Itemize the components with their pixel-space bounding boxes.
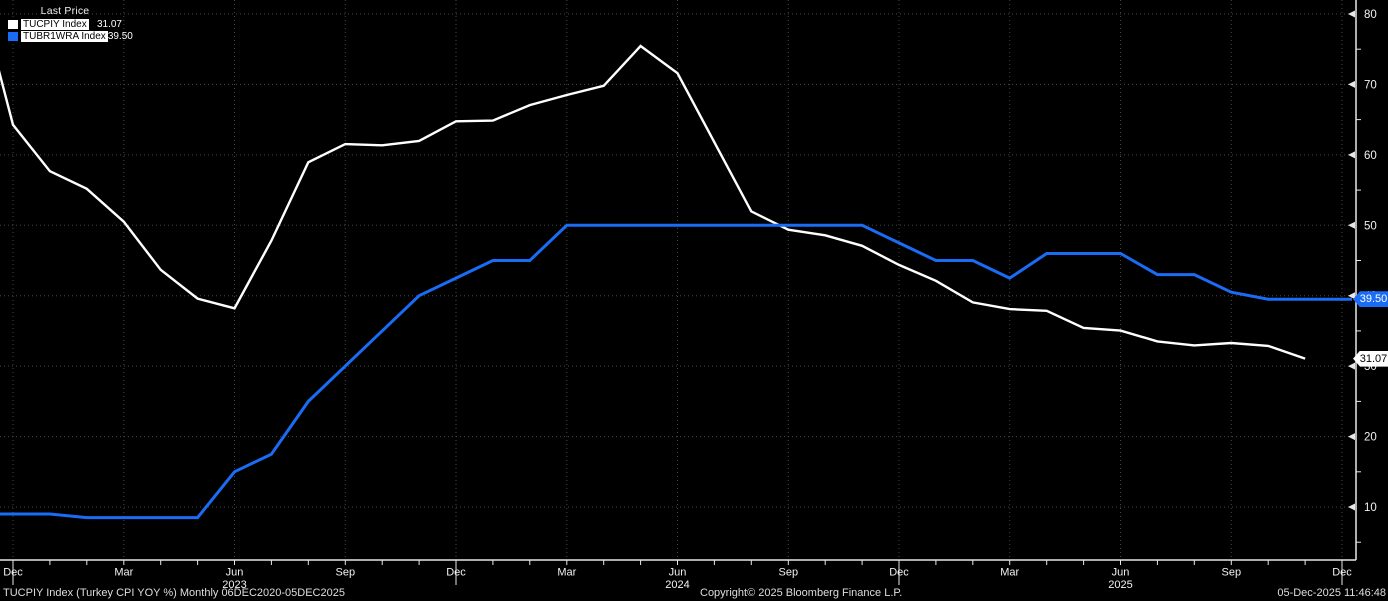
x-axis-label: Mar (557, 567, 576, 579)
x-axis-label: Sep (1222, 567, 1242, 579)
x-axis-label: Dec (3, 567, 23, 579)
chart-description: TUCPIY Index (Turkey CPI YOY %) Monthly … (3, 587, 345, 599)
axes (0, 0, 1361, 585)
tubr1wra-legend-label: TUBR1WRA Index (21, 31, 108, 42)
y-axis-label: 80 (1364, 9, 1377, 21)
x-axis-label: Dec (889, 567, 909, 579)
y-major-tick (1348, 151, 1355, 159)
y-axis-label: 70 (1364, 79, 1377, 91)
x-axis-label: Jun (226, 567, 244, 579)
x-axis-label: Mar (1000, 567, 1019, 579)
x-axis-label: Sep (779, 567, 799, 579)
y-major-tick (1348, 433, 1355, 441)
y-major-tick (1348, 221, 1355, 229)
tubr1wra-legend-value: 39.50 (107, 31, 133, 42)
tucpiy-legend-label: TUCPIY Index (21, 19, 89, 30)
x-axis-label: Mar (114, 567, 133, 579)
tubr1wra-last-price-badge: 39.50 (1353, 291, 1388, 308)
footer-bar: TUCPIY Index (Turkey CPI YOY %) Monthly … (0, 587, 1388, 601)
copyright-notice: Copyright© 2025 Bloomberg Finance L.P. (700, 587, 903, 599)
y-axis-label: 20 (1364, 432, 1377, 444)
tucpiy-last-price-badge: 31.07 (1353, 350, 1388, 367)
y-major-tick (1348, 80, 1355, 88)
x-axis-label: Jun (1112, 567, 1130, 579)
y-axis-label: 10 (1364, 502, 1377, 514)
x-axis-label: Jun (669, 567, 687, 579)
y-major-tick (1348, 10, 1355, 18)
year-label: 2025 (1108, 579, 1132, 591)
legend-item-tubr1wra[interactable]: TUBR1WRA Index 39.50 (8, 31, 133, 42)
year-label: 2024 (665, 579, 689, 591)
gridlines (0, 0, 1356, 560)
legend-item-tucpiy[interactable]: TUCPIY Index 31.07 (8, 19, 122, 30)
chart-legend: Last Price TUCPIY Index 31.07 TUBR1WRA I… (8, 5, 133, 43)
y-axis-label: 60 (1364, 150, 1377, 162)
x-axis-label: Dec (1332, 567, 1352, 579)
series-line-tucpiy (0, 44, 1306, 360)
series-line-tubr1wra (0, 223, 1352, 520)
y-major-tick (1348, 292, 1355, 300)
x-axis-label: Sep (336, 567, 356, 579)
tucpiy-color-swatch-icon (8, 20, 18, 29)
tubr1wra-color-swatch-icon (8, 32, 18, 41)
legend-title: Last Price (40, 5, 90, 17)
series-lines (0, 44, 1352, 520)
tucpiy-legend-value: 31.07 (96, 19, 122, 30)
y-axis-label: 50 (1364, 220, 1377, 232)
x-axis-label: Dec (446, 567, 466, 579)
timestamp: 05-Dec-2025 11:46:48 (1277, 587, 1386, 599)
year-label: 2023 (222, 579, 246, 591)
y-major-tick (1348, 362, 1355, 370)
y-major-tick (1348, 503, 1355, 511)
